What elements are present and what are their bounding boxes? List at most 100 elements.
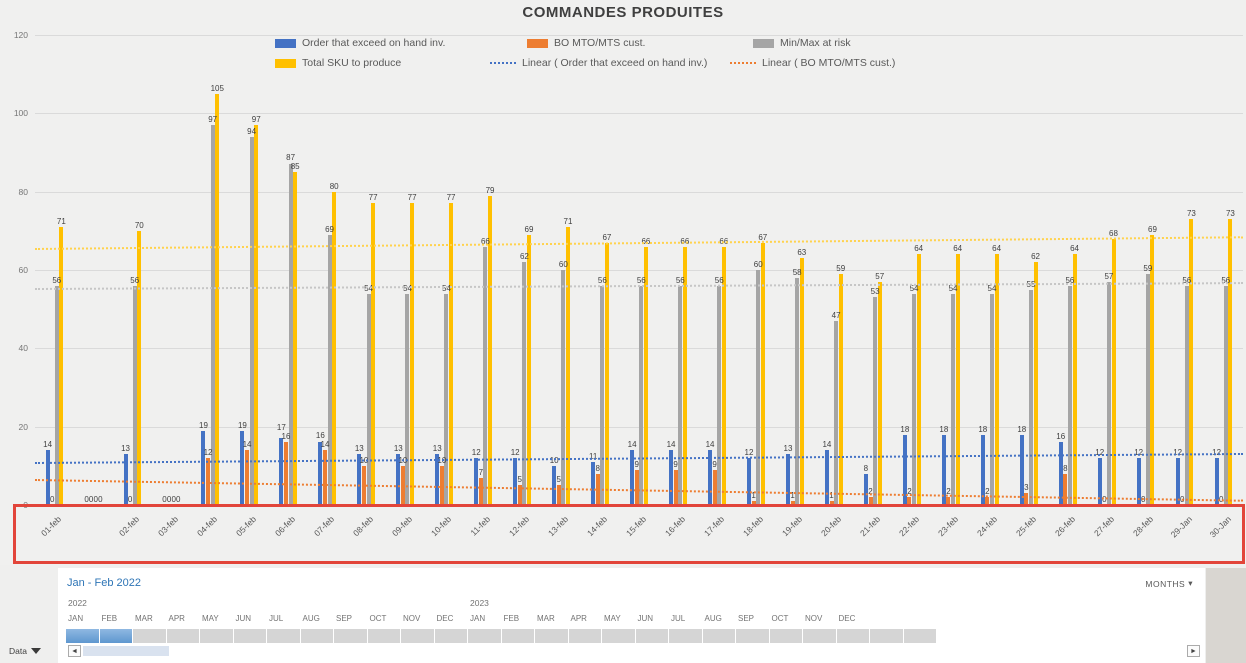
bar-total[interactable] xyxy=(877,281,882,505)
bar-total[interactable] xyxy=(449,203,454,505)
bar-minmax[interactable] xyxy=(366,293,371,505)
bar-minmax[interactable] xyxy=(210,125,215,505)
bar-bo[interactable] xyxy=(634,469,639,505)
bar-exceed[interactable] xyxy=(396,454,401,505)
timeline-month-cell[interactable] xyxy=(133,629,166,643)
bar-exceed[interactable] xyxy=(318,442,323,505)
bar-minmax[interactable] xyxy=(1145,273,1150,505)
bar-exceed[interactable] xyxy=(669,450,674,505)
bar-bo[interactable] xyxy=(556,485,561,505)
bar-exceed[interactable] xyxy=(708,450,713,505)
bar-minmax[interactable] xyxy=(405,293,410,505)
bar-minmax[interactable] xyxy=(912,293,917,505)
bar-total[interactable] xyxy=(1189,219,1194,505)
bar-total[interactable] xyxy=(1033,262,1038,505)
timeline-scroll-right-button[interactable]: ► xyxy=(1187,645,1200,657)
bar-total[interactable] xyxy=(1150,234,1155,505)
bar-exceed[interactable] xyxy=(201,430,206,505)
bar-exceed[interactable] xyxy=(1175,458,1180,505)
bar-bo[interactable] xyxy=(245,450,250,505)
bar-bo[interactable] xyxy=(478,477,483,505)
timeline-month-cell[interactable] xyxy=(803,629,836,643)
timeline-month-cell[interactable] xyxy=(66,629,99,643)
bar-total[interactable] xyxy=(410,203,415,505)
bar-minmax[interactable] xyxy=(639,285,644,505)
timeline-month-cell[interactable] xyxy=(468,629,501,643)
bar-minmax[interactable] xyxy=(1184,285,1189,505)
bar-exceed[interactable] xyxy=(824,450,829,505)
bar-bo[interactable] xyxy=(1063,473,1068,505)
bar-exceed[interactable] xyxy=(902,434,907,505)
bar-total[interactable] xyxy=(215,93,220,505)
timeline-month-cell[interactable] xyxy=(401,629,434,643)
bar-total[interactable] xyxy=(760,242,765,505)
bar-exceed[interactable] xyxy=(513,458,518,505)
bar-exceed[interactable] xyxy=(1136,458,1141,505)
bar-minmax[interactable] xyxy=(249,136,254,505)
bar-exceed[interactable] xyxy=(941,434,946,505)
bar-total[interactable] xyxy=(137,230,142,505)
bar-bo[interactable] xyxy=(1024,493,1029,505)
bar-exceed[interactable] xyxy=(1214,458,1219,505)
bar-minmax[interactable] xyxy=(54,285,59,505)
bar-bo[interactable] xyxy=(673,469,678,505)
bar-total[interactable] xyxy=(1111,238,1116,505)
timeline-month-cell[interactable] xyxy=(267,629,300,643)
bar-minmax[interactable] xyxy=(444,293,449,505)
bar-bo[interactable] xyxy=(868,497,873,505)
bar-minmax[interactable] xyxy=(717,285,722,505)
bar-exceed[interactable] xyxy=(980,434,985,505)
timeline-scrollbar-thumb[interactable] xyxy=(83,646,169,656)
bar-total[interactable] xyxy=(254,125,259,505)
bar-total[interactable] xyxy=(59,226,64,505)
timeline-scroll-left-button[interactable]: ◄ xyxy=(68,645,81,657)
timeline-month-cell[interactable] xyxy=(702,629,735,643)
timeline-empty-cell[interactable] xyxy=(903,629,936,643)
bar-total[interactable] xyxy=(721,246,726,505)
bar-bo[interactable] xyxy=(283,442,288,505)
bar-bo[interactable] xyxy=(517,485,522,505)
timeline-month-cell[interactable] xyxy=(669,629,702,643)
bar-exceed[interactable] xyxy=(279,438,284,505)
data-field-button[interactable]: Data xyxy=(9,646,41,656)
bar-minmax[interactable] xyxy=(1067,285,1072,505)
bar-exceed[interactable] xyxy=(630,450,635,505)
bar-total[interactable] xyxy=(799,258,804,505)
timeline-month-cell[interactable] xyxy=(233,629,266,643)
bar-bo[interactable] xyxy=(790,501,795,505)
timeline-month-cell[interactable] xyxy=(736,629,769,643)
timeline-month-cell[interactable] xyxy=(334,629,367,643)
bar-minmax[interactable] xyxy=(795,277,800,505)
bar-exceed[interactable] xyxy=(474,458,479,505)
bar-bo[interactable] xyxy=(907,497,912,505)
timeline-month-cell[interactable] xyxy=(635,629,668,643)
timeline-month-cell[interactable] xyxy=(200,629,233,643)
bar-bo[interactable] xyxy=(946,497,951,505)
bar-exceed[interactable] xyxy=(747,458,751,505)
bar-total[interactable] xyxy=(293,172,298,505)
timeline-empty-cell[interactable] xyxy=(870,629,903,643)
bar-exceed[interactable] xyxy=(1097,458,1102,505)
bar-total[interactable] xyxy=(916,254,921,505)
timeline-month-cell[interactable] xyxy=(836,629,869,643)
bar-exceed[interactable] xyxy=(1058,442,1063,505)
bar-bo[interactable] xyxy=(322,450,327,505)
bar-exceed[interactable] xyxy=(785,454,790,505)
bar-minmax[interactable] xyxy=(561,270,566,505)
bar-bo[interactable] xyxy=(985,497,990,505)
bar-minmax[interactable] xyxy=(873,297,878,505)
bar-bo[interactable] xyxy=(361,465,366,505)
bar-total[interactable] xyxy=(682,246,687,505)
bar-total[interactable] xyxy=(955,254,960,505)
bar-minmax[interactable] xyxy=(1028,289,1033,505)
bar-minmax[interactable] xyxy=(1223,285,1228,505)
bar-bo[interactable] xyxy=(829,501,834,505)
bar-total[interactable] xyxy=(1072,254,1077,505)
bar-bo[interactable] xyxy=(400,465,405,505)
bar-bo[interactable] xyxy=(751,501,756,505)
timeline-month-cell[interactable] xyxy=(535,629,568,643)
bar-minmax[interactable] xyxy=(834,320,839,505)
bar-exceed[interactable] xyxy=(435,454,440,505)
bar-minmax[interactable] xyxy=(1106,281,1111,505)
bar-exceed[interactable] xyxy=(240,430,245,505)
